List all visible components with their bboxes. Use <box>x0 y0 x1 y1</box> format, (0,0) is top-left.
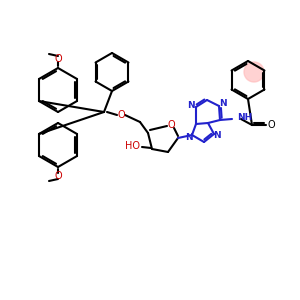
Text: HO: HO <box>125 141 140 151</box>
Text: N: N <box>187 100 195 109</box>
Text: O: O <box>117 110 125 120</box>
Text: O: O <box>54 171 62 181</box>
Text: O: O <box>54 54 62 64</box>
Circle shape <box>244 62 264 82</box>
Text: NH: NH <box>237 113 252 122</box>
Text: N: N <box>213 130 221 140</box>
Text: N: N <box>185 133 193 142</box>
Text: O: O <box>267 120 275 130</box>
Text: O: O <box>167 120 175 130</box>
Text: N: N <box>219 100 227 109</box>
